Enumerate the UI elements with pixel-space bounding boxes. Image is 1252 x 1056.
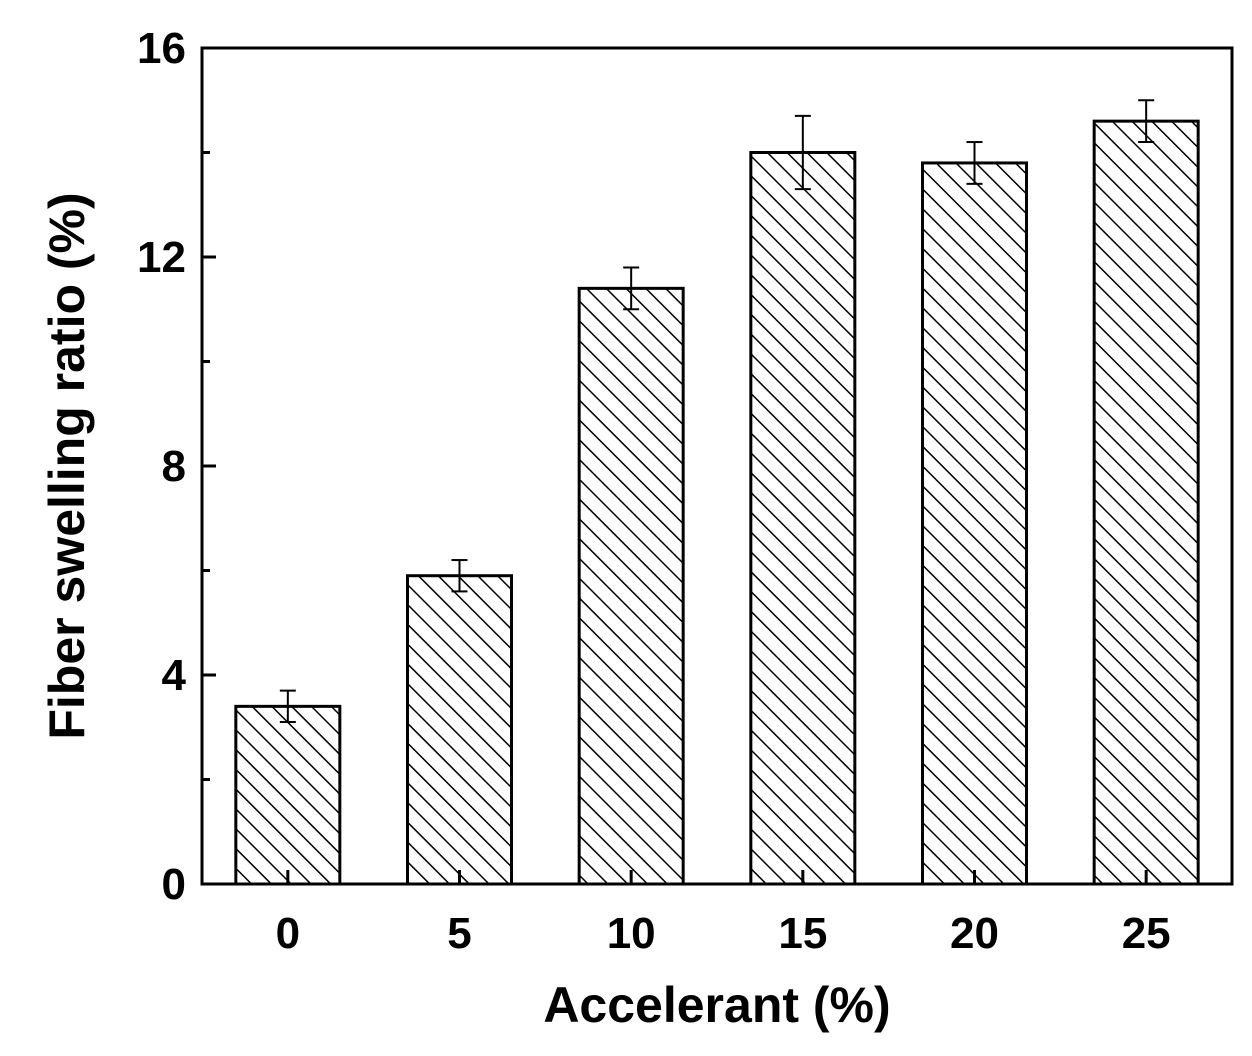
y-tick-label: 8 bbox=[162, 442, 186, 491]
bar bbox=[749, 151, 857, 886]
x-tick-label: 0 bbox=[276, 909, 300, 958]
y-tick-label: 4 bbox=[162, 651, 187, 700]
bar bbox=[921, 161, 1028, 886]
y-tick-label: 0 bbox=[162, 860, 186, 909]
bar bbox=[577, 286, 685, 886]
x-tick-label: 5 bbox=[447, 909, 471, 958]
bar bbox=[406, 574, 513, 886]
x-tick-label: 25 bbox=[1122, 909, 1171, 958]
error-bars-layer bbox=[279, 99, 1155, 724]
x-tick-label: 15 bbox=[778, 909, 827, 958]
y-tick-label: 12 bbox=[137, 233, 186, 282]
bar bbox=[1092, 119, 1200, 886]
bar bbox=[234, 704, 342, 886]
y-axis-title: Fiber swelling ratio (%) bbox=[39, 192, 95, 739]
bars-layer bbox=[234, 119, 1200, 886]
x-axis-title: Accelerant (%) bbox=[543, 977, 890, 1033]
x-tick-label: 20 bbox=[950, 909, 999, 958]
plot-frame bbox=[200, 46, 1234, 886]
y-tick-label: 16 bbox=[137, 24, 186, 73]
ticks-layer: 0 5 10 15 20 25 0 4 8 12 16 bbox=[137, 24, 1171, 958]
x-tick-label: 10 bbox=[607, 909, 656, 958]
